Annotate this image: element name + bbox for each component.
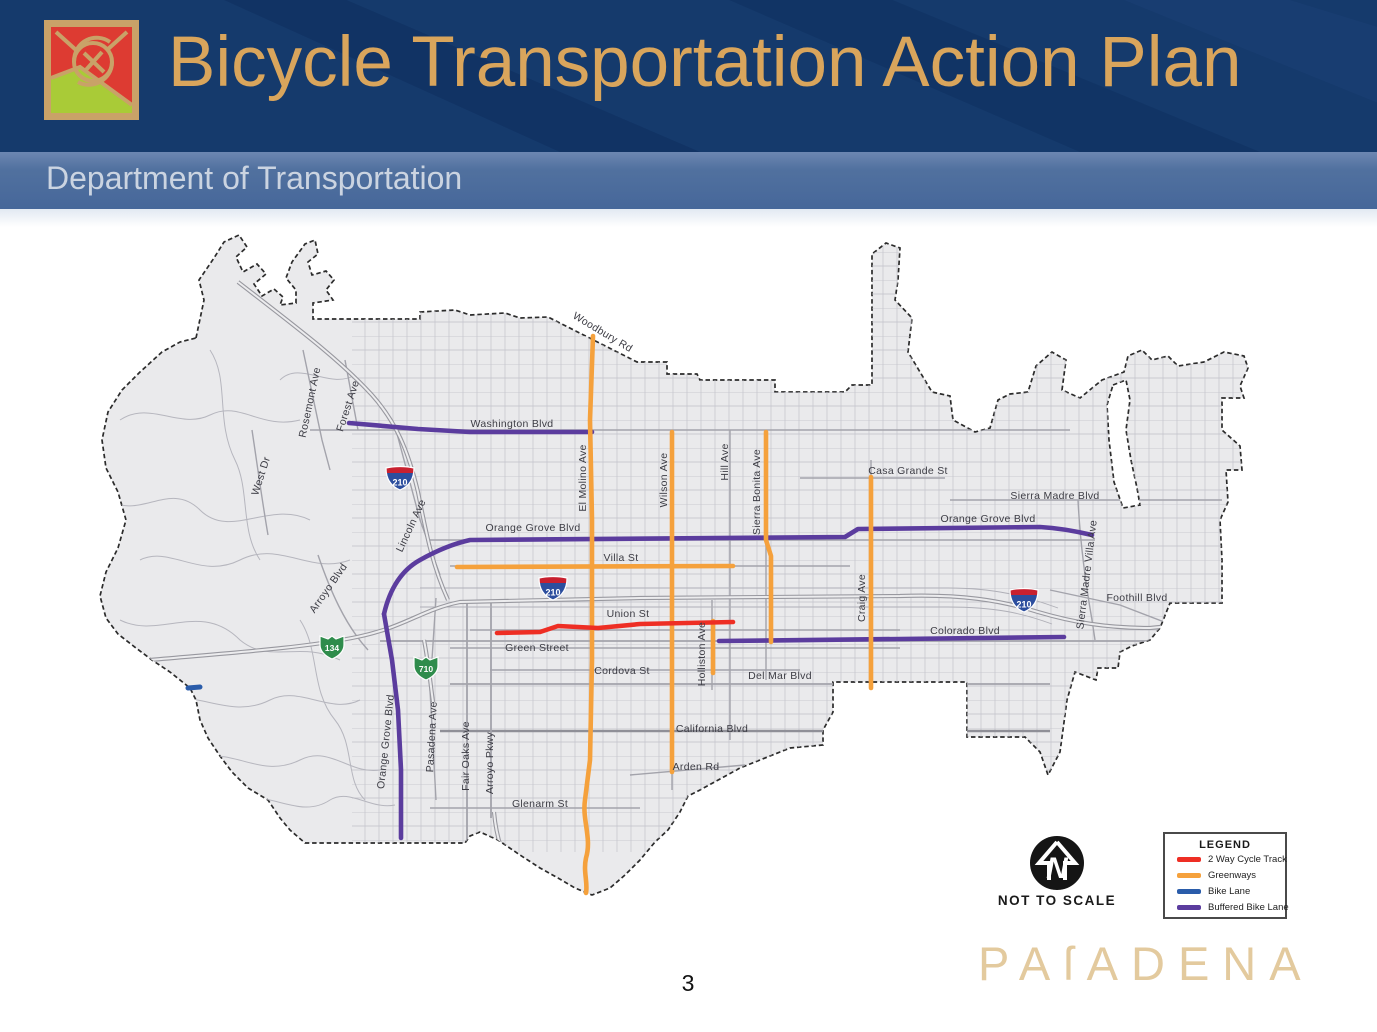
shield-sr134: 134: [319, 635, 345, 660]
label-sierra-madre-blvd: Sierra Madre Blvd: [1010, 490, 1099, 502]
bike-routes: [185, 333, 1095, 896]
legend-item-cycle-track: 2 Way Cycle Track: [1165, 852, 1287, 867]
rail-corridor: [420, 587, 1059, 625]
shield-i210-west: 210: [385, 465, 415, 491]
route-buffered-washington-blvd: [346, 420, 595, 435]
route-buffered-colorado-blvd: [716, 634, 1067, 644]
pasadena-rose-logo-icon: [44, 20, 139, 120]
highway-shields: 210 210 210 134 710: [319, 465, 1039, 681]
legend-label-greenways: Greenways: [1208, 870, 1257, 881]
label-cordova-st: Cordova St: [594, 665, 650, 677]
shield-i210-west-label: 210: [392, 478, 407, 488]
page-number: 3: [681, 970, 695, 996]
legend-label-buffered-bike-lane: Buffered Bike Lane: [1208, 902, 1289, 913]
legend-swatch-greenways: [1177, 873, 1201, 878]
label-del-mar-blvd: Del Mar Blvd: [748, 670, 812, 682]
shield-i210-east-label: 210: [1016, 600, 1031, 610]
label-orange-grove-blvd-east: Orange Grove Blvd: [941, 513, 1036, 525]
label-wilson-ave: Wilson Ave: [658, 453, 670, 508]
header-swirl-decoration: [224, 0, 1377, 152]
label-orange-grove-blvd-west: Orange Grove Blvd: [486, 522, 581, 534]
label-california-blvd: California Blvd: [676, 723, 748, 735]
label-arroyo-pkwy: Arroyo Pkwy: [484, 731, 496, 794]
route-greenway-sierra-bonita-ave: [763, 429, 774, 645]
pasadena-wordmark: PAſADENA: [978, 937, 1314, 990]
label-el-molino-ave: El Molino Ave: [577, 444, 589, 511]
route-buffered-orange-grove-south: [381, 611, 404, 841]
route-buffered-orange-grove-blvd: [381, 524, 1095, 617]
label-casa-grande-st: Casa Grande St: [868, 465, 948, 477]
label-villa-st: Villa St: [604, 552, 639, 564]
label-green-street: Green Street: [505, 642, 569, 654]
shield-sr710: 710: [413, 656, 439, 681]
shield-sr134-label: 134: [325, 643, 339, 653]
route-cycle-track-union-st: [494, 619, 736, 636]
label-washington-blvd: Washington Blvd: [471, 418, 554, 430]
label-glenarm-st: Glenarm St: [512, 798, 568, 810]
page-title: Bicycle Transportation Action Plan: [168, 23, 1242, 102]
legend-label-bike-lane: Bike Lane: [1208, 886, 1251, 897]
legend-swatch-bike-lane: [1177, 889, 1201, 894]
legend-swatch-buffered-bike-lane: [1177, 905, 1201, 910]
scale-note: NOT TO SCALE: [997, 893, 1117, 908]
shield-i210-east: 210: [1009, 587, 1039, 613]
label-pasadena-ave: Pasadena Ave: [424, 701, 440, 773]
header-fade-strip: [0, 209, 1377, 227]
subtitle-band: Department of Transportation: [0, 152, 1377, 209]
legend-item-bike-lane: Bike Lane: [1165, 884, 1285, 899]
shield-sr710-label: 710: [419, 664, 433, 674]
header: Bicycle Transportation Action Plan: [0, 0, 1377, 152]
route-bike-lane-west: [185, 684, 203, 691]
label-craig-ave: Craig Ave: [856, 574, 868, 622]
department-subtitle: Department of Transportation: [46, 160, 463, 196]
legend-label-cycle-track: 2 Way Cycle Track: [1208, 854, 1287, 865]
label-holliston-ave: Holliston Ave: [696, 622, 708, 686]
north-arrow-icon: N: [1030, 836, 1084, 890]
label-sierra-bonita-ave: Sierra Bonita Ave: [751, 449, 763, 535]
legend-box: LEGEND 2 Way Cycle Track Greenways Bike …: [1163, 832, 1289, 919]
label-fair-oaks-ave: Fair Oaks Ave: [460, 721, 472, 791]
shield-i210-central: 210: [538, 575, 568, 601]
label-foothill-blvd: Foothill Blvd: [1106, 592, 1167, 604]
legend-item-greenways: Greenways: [1165, 868, 1285, 883]
legend-item-buffered-bike-lane: Buffered Bike Lane: [1165, 900, 1289, 915]
label-union-st: Union St: [607, 608, 650, 620]
label-colorado-blvd: Colorado Blvd: [930, 625, 1000, 637]
label-arden-rd: Arden Rd: [673, 761, 720, 773]
legend-title: LEGEND: [1199, 839, 1251, 851]
north-arrow-letter: N: [1046, 852, 1069, 885]
label-hill-ave: Hill Ave: [719, 443, 731, 480]
shield-i210-central-label: 210: [545, 588, 560, 598]
route-greenway-el-molino-ave: [582, 333, 596, 896]
route-greenway-villa-st: [454, 563, 736, 570]
legend-swatch-cycle-track: [1177, 857, 1201, 862]
